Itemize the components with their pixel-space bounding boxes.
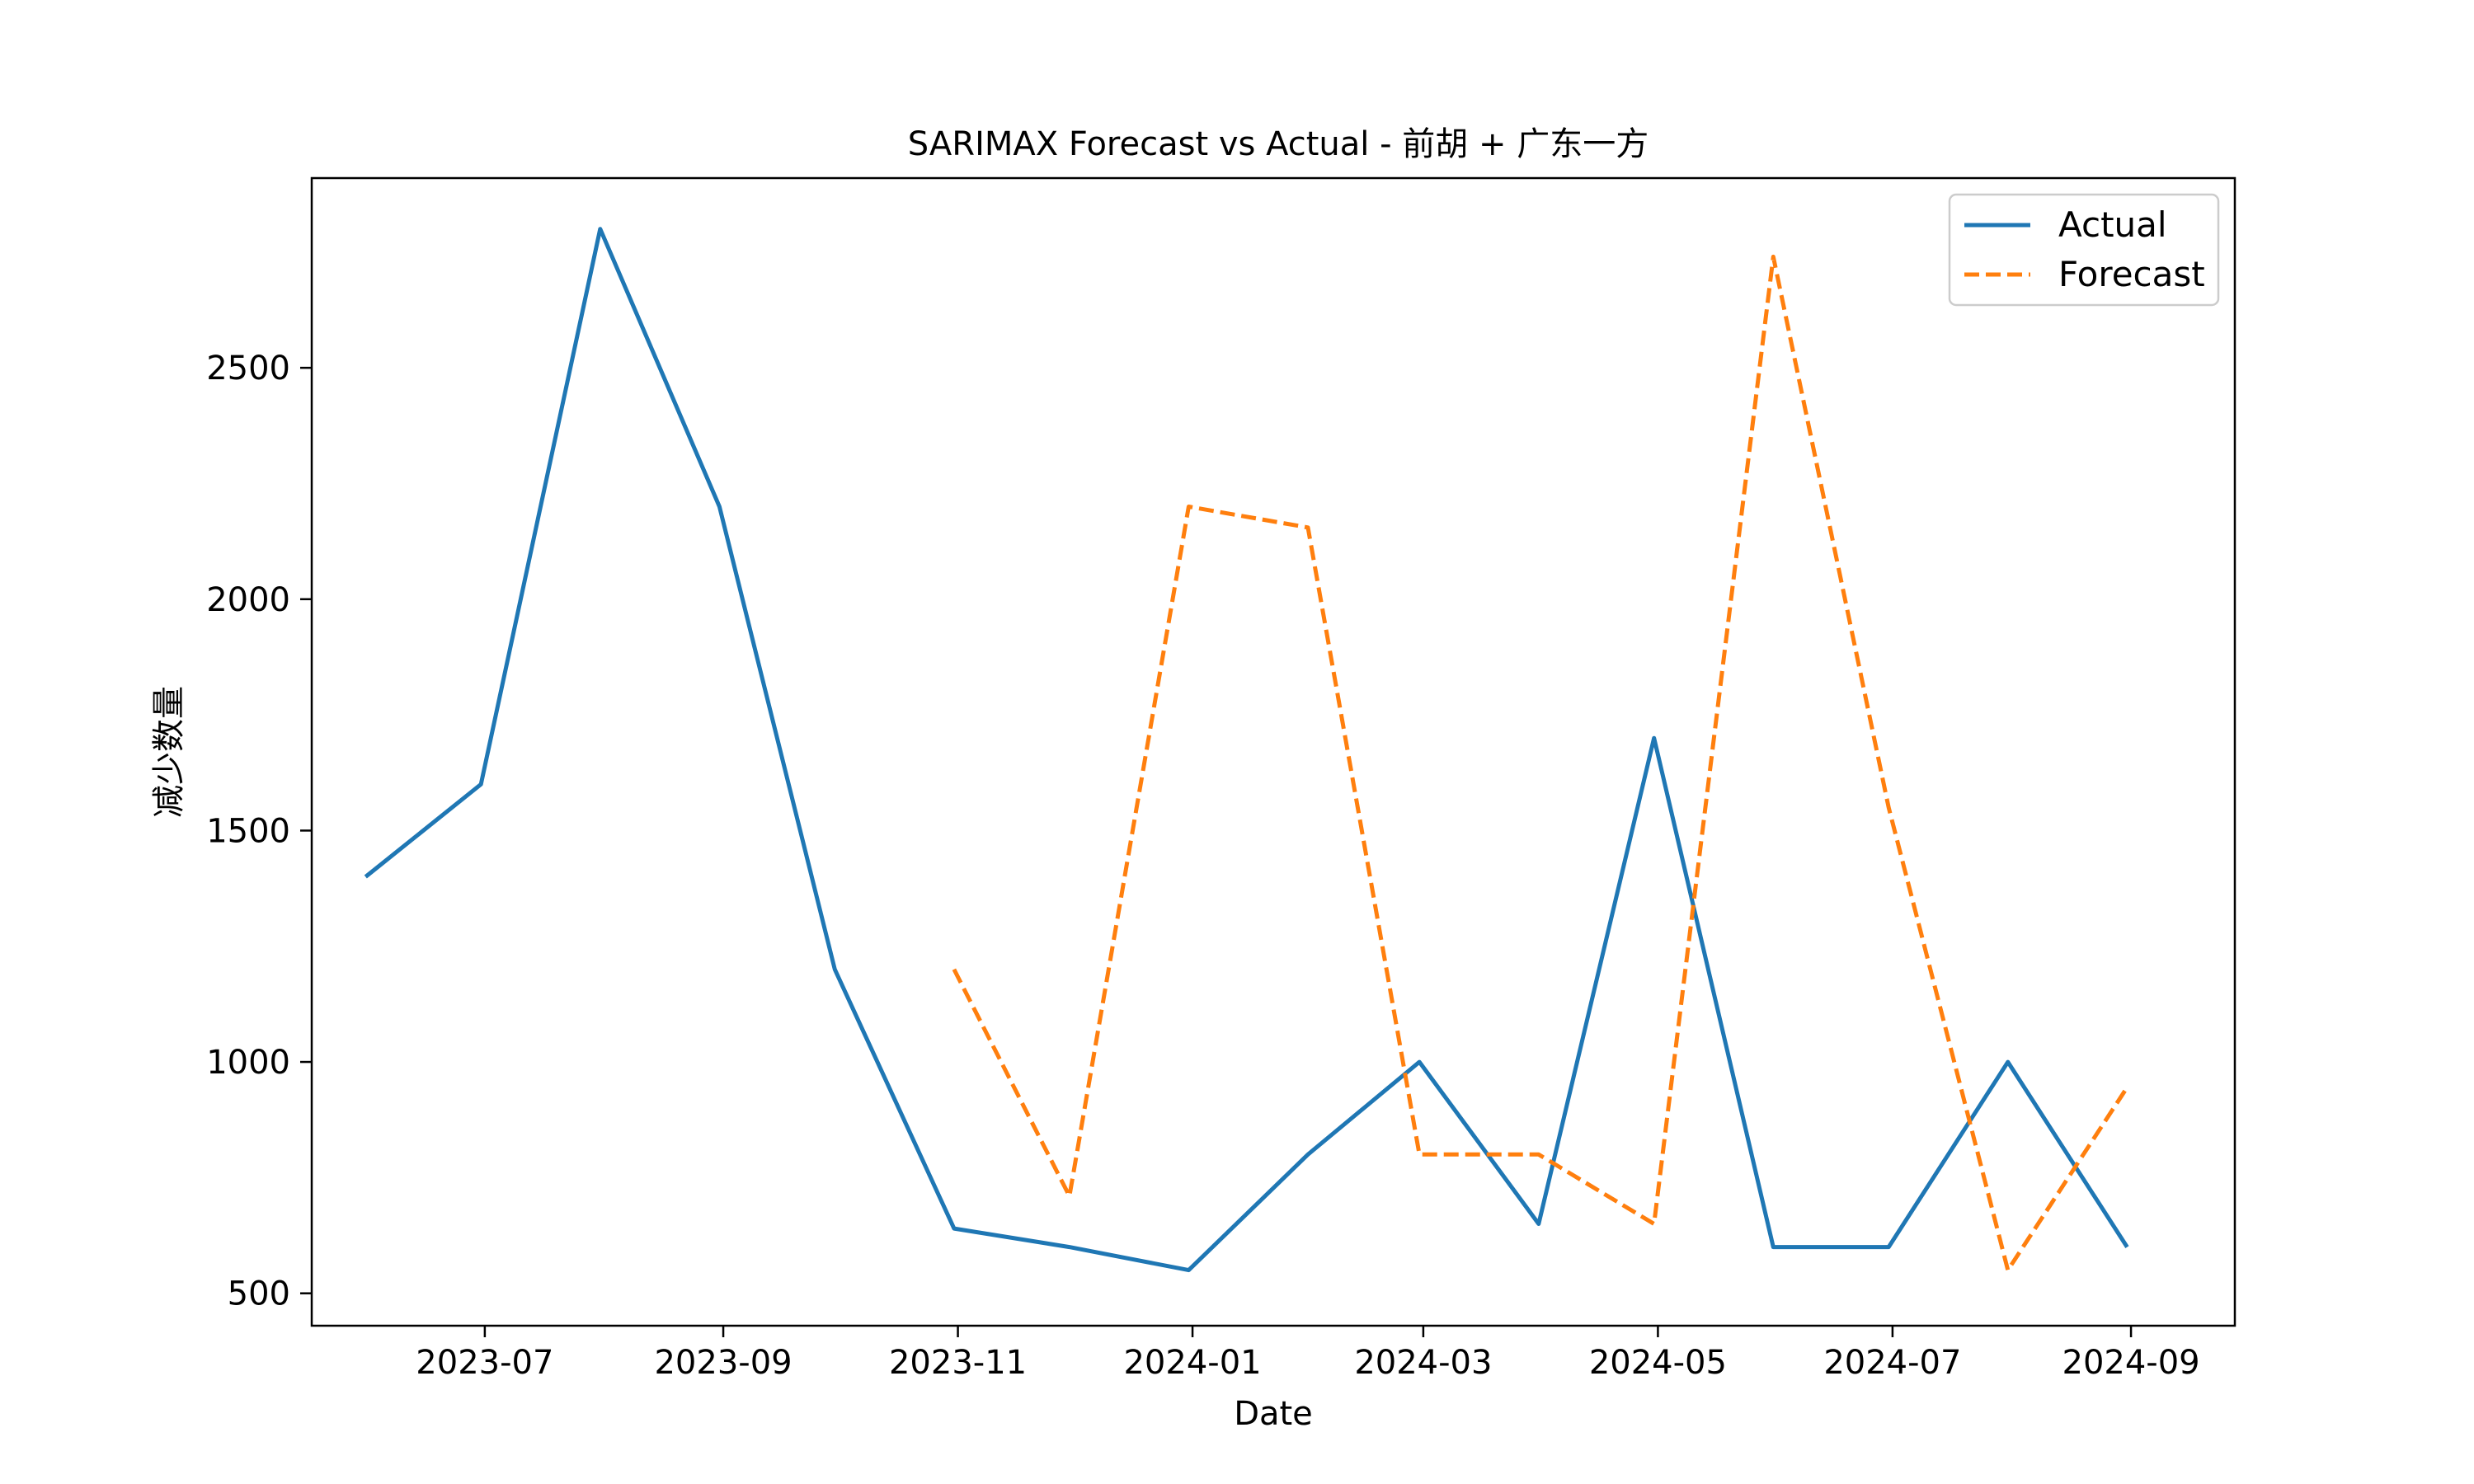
plot-frame	[310, 176, 2236, 1327]
x-tick-label: 2024-01	[1123, 1344, 1261, 1382]
x-axis: 2023-07 2023-09 2023-11 2024-01 2024-03 2024-…	[416, 1326, 2200, 1382]
y-axis: 500 1000 1500 2000 2500	[206, 350, 312, 1313]
chart-title: SARIMAX Forecast vs Actual - 前胡 + 广东一方	[908, 125, 1649, 163]
x-tick-label: 2024-03	[1354, 1344, 1492, 1382]
y-tick-label: 500	[228, 1275, 290, 1313]
legend-label-actual: Actual	[2058, 204, 2167, 245]
legend-label-forecast: Forecast	[2058, 254, 2205, 294]
y-tick-label: 1000	[206, 1044, 290, 1082]
x-tick-label: 2023-11	[889, 1344, 1027, 1382]
x-tick-label: 2024-07	[1823, 1344, 1961, 1382]
x-tick-label: 2024-09	[2062, 1344, 2200, 1382]
series-line-forecast	[952, 254, 2129, 1273]
y-tick-label: 2500	[206, 350, 290, 387]
legend-frame	[1948, 193, 2220, 307]
y-tick-label: 1500	[206, 812, 290, 850]
plot-area	[364, 227, 2129, 1273]
series-line-actual	[364, 227, 2129, 1273]
legend: Actual Forecast	[1948, 193, 2220, 307]
y-axis-label: 减少数量	[150, 686, 188, 818]
x-axis-label: Date	[1234, 1395, 1313, 1433]
x-tick-label: 2023-07	[416, 1344, 553, 1382]
y-tick-label: 2000	[206, 581, 290, 619]
x-tick-label: 2023-09	[654, 1344, 792, 1382]
x-tick-label: 2024-05	[1589, 1344, 1727, 1382]
